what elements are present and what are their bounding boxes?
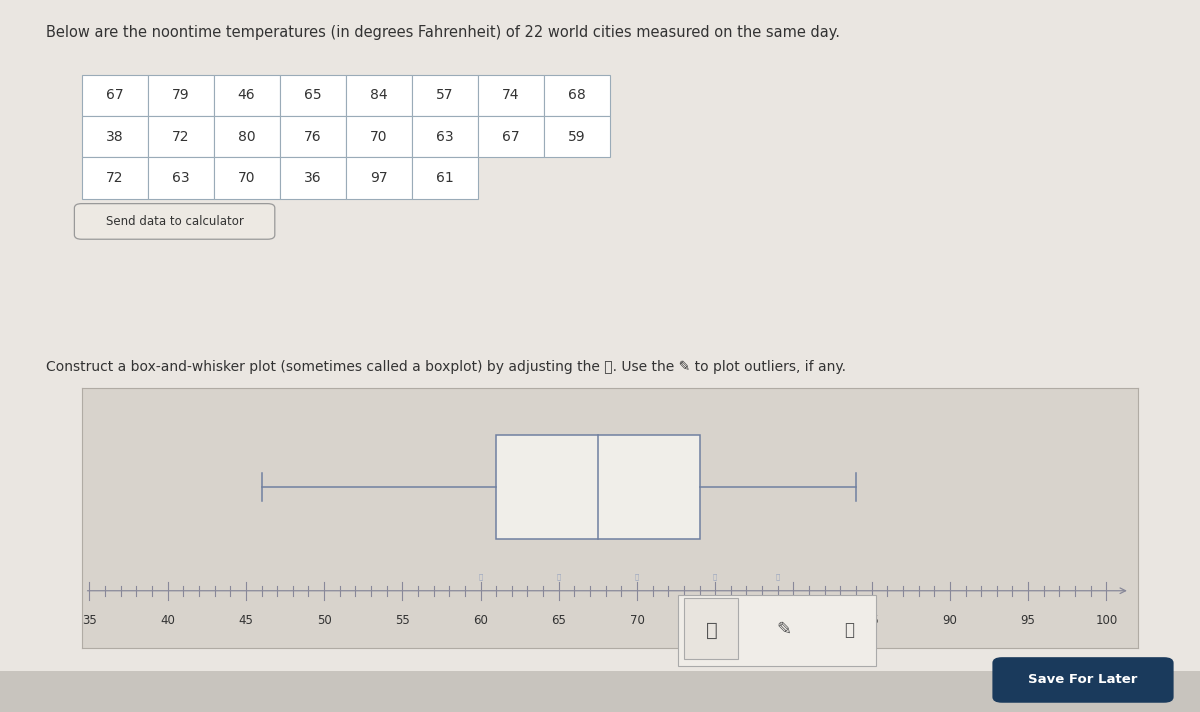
Text: 40: 40 — [161, 614, 175, 627]
Text: 🧹: 🧹 — [845, 621, 854, 639]
Text: Below are the noontime temperatures (in degrees Fahrenheit) of 22 world cities m: Below are the noontime temperatures (in … — [46, 25, 840, 40]
Text: 70: 70 — [238, 171, 256, 185]
Text: 65: 65 — [551, 614, 566, 627]
Text: 36: 36 — [304, 171, 322, 185]
Text: 67: 67 — [502, 130, 520, 144]
Text: 38: 38 — [106, 130, 124, 144]
Text: 100: 100 — [1096, 614, 1117, 627]
Text: 68: 68 — [568, 88, 586, 103]
Text: ✎: ✎ — [776, 621, 791, 639]
Text: Ⓢ: Ⓢ — [775, 574, 780, 580]
Text: 35: 35 — [82, 614, 97, 627]
Text: 75: 75 — [708, 614, 722, 627]
Text: 74: 74 — [502, 88, 520, 103]
Text: Ⓢ: Ⓢ — [479, 574, 482, 580]
Text: 70: 70 — [630, 614, 644, 627]
Text: 60: 60 — [473, 614, 488, 627]
Text: 63: 63 — [172, 171, 190, 185]
Text: 61: 61 — [436, 171, 454, 185]
Text: 72: 72 — [106, 171, 124, 185]
Text: 76: 76 — [304, 130, 322, 144]
Text: Construct a box-and-whisker plot (sometimes called a boxplot) by adjusting the Ⓢ: Construct a box-and-whisker plot (someti… — [46, 360, 846, 374]
Text: 55: 55 — [395, 614, 409, 627]
Text: 45: 45 — [239, 614, 253, 627]
Text: Ⓢ: Ⓢ — [557, 574, 560, 580]
Text: 72: 72 — [172, 130, 190, 144]
Text: 🖐: 🖐 — [706, 621, 718, 639]
Text: 67: 67 — [106, 88, 124, 103]
Text: 59: 59 — [568, 130, 586, 144]
Text: 46: 46 — [238, 88, 256, 103]
Text: 63: 63 — [436, 130, 454, 144]
Text: 95: 95 — [1021, 614, 1036, 627]
Text: Ⓢ: Ⓢ — [713, 574, 718, 580]
Text: 80: 80 — [238, 130, 256, 144]
Text: Ⓢ: Ⓢ — [635, 574, 640, 580]
Text: 97: 97 — [370, 171, 388, 185]
Text: 50: 50 — [317, 614, 331, 627]
Text: 70: 70 — [370, 130, 388, 144]
Text: Send data to calculator: Send data to calculator — [106, 215, 244, 228]
Text: 84: 84 — [370, 88, 388, 103]
Bar — [496, 435, 700, 539]
Text: Save For Later: Save For Later — [1028, 674, 1138, 686]
Text: 80: 80 — [786, 614, 800, 627]
Text: 90: 90 — [942, 614, 958, 627]
Text: 57: 57 — [436, 88, 454, 103]
Text: 79: 79 — [172, 88, 190, 103]
Text: 65: 65 — [304, 88, 322, 103]
Text: 85: 85 — [864, 614, 880, 627]
